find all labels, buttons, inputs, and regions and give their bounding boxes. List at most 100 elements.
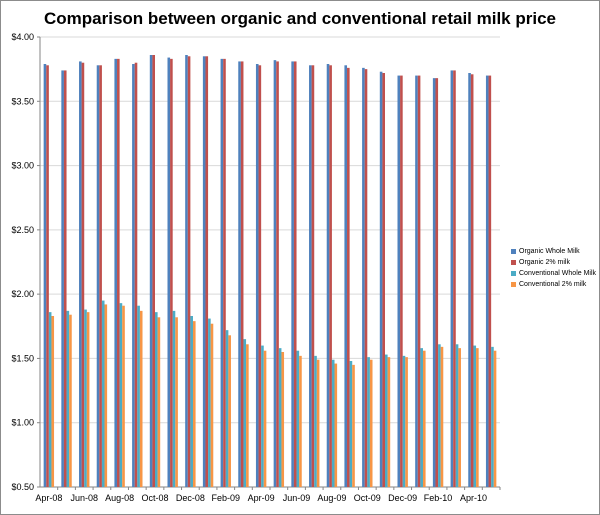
bar <box>476 348 479 487</box>
x-tick-label: Dec-08 <box>176 493 205 503</box>
y-tick-label: $1.50 <box>11 353 34 363</box>
bar <box>114 58 118 488</box>
bar <box>205 56 209 487</box>
bar <box>458 348 461 487</box>
bar <box>402 355 406 487</box>
bar <box>385 354 388 487</box>
bar <box>79 61 82 488</box>
bar <box>210 323 214 487</box>
bar <box>291 61 294 488</box>
x-tick-label: Feb-09 <box>212 493 241 503</box>
bar <box>139 310 143 487</box>
bar <box>314 355 317 487</box>
bar <box>84 309 87 487</box>
y-tick-label: $1.00 <box>11 418 34 428</box>
bar <box>450 70 454 488</box>
bar <box>470 74 474 487</box>
bar <box>172 310 176 487</box>
legend-label: Conventional 2% milk <box>519 281 587 288</box>
bar <box>311 65 315 487</box>
bar <box>316 359 320 487</box>
bar <box>187 56 191 487</box>
bar <box>473 345 477 487</box>
bar <box>349 361 353 487</box>
bar <box>299 355 302 487</box>
bar <box>309 65 312 487</box>
legend-item: Organic 2% milk <box>511 257 597 268</box>
bar <box>99 65 102 487</box>
bar <box>190 316 193 487</box>
x-tick-label: Jun-09 <box>283 493 311 503</box>
bar <box>468 73 471 487</box>
x-tick-label: Apr-10 <box>460 493 487 503</box>
bar <box>157 317 161 487</box>
bar <box>488 75 492 487</box>
bar <box>117 58 120 488</box>
bar <box>258 65 262 487</box>
bar <box>119 303 123 487</box>
bar <box>420 348 423 487</box>
bar <box>379 71 383 488</box>
bar <box>220 58 224 488</box>
bar <box>329 65 332 487</box>
x-tick-label: Dec-09 <box>388 493 417 503</box>
bar <box>96 65 100 487</box>
bar <box>491 346 494 487</box>
legend-label: Organic 2% milk <box>519 259 570 266</box>
bar <box>422 350 426 487</box>
bar <box>243 339 247 487</box>
chart-legend: Organic Whole Milk Organic 2% milk Convent… <box>511 246 597 290</box>
x-tick-label: Apr-09 <box>248 493 275 503</box>
bar <box>334 363 338 487</box>
x-tick-label: Aug-08 <box>105 493 134 503</box>
bar <box>185 55 188 487</box>
x-tick-label: Oct-08 <box>141 493 168 503</box>
bar <box>440 346 444 487</box>
bar <box>347 67 350 488</box>
bar <box>155 312 158 487</box>
bar <box>255 64 259 487</box>
bar <box>273 60 277 487</box>
bar <box>66 310 70 487</box>
bar <box>382 73 385 487</box>
y-tick-label: $4.00 <box>11 32 34 42</box>
bar <box>223 58 226 488</box>
bar <box>331 359 335 487</box>
bar <box>362 67 365 488</box>
bar <box>364 69 368 487</box>
bar <box>132 64 135 487</box>
bar <box>367 357 370 487</box>
bar <box>240 61 244 488</box>
bar <box>263 350 267 487</box>
bar <box>438 344 441 487</box>
bar <box>63 70 67 488</box>
bar <box>175 317 178 487</box>
bar <box>192 321 196 487</box>
bar <box>202 56 206 487</box>
bar <box>400 75 403 487</box>
bar <box>281 352 285 487</box>
legend-label: Organic Whole Milk <box>519 248 580 255</box>
bar <box>167 57 171 487</box>
legend-swatch <box>511 249 516 254</box>
bar <box>455 344 459 487</box>
bar <box>81 62 85 488</box>
legend-item: Organic Whole Milk <box>511 246 597 257</box>
bar <box>61 70 64 488</box>
bar <box>43 64 47 487</box>
bar <box>170 58 173 488</box>
bar <box>453 70 456 488</box>
bar <box>137 305 140 487</box>
bar <box>405 357 408 487</box>
y-tick-label: $0.50 <box>11 482 34 492</box>
x-tick-label: Feb-10 <box>424 493 453 503</box>
y-tick-label: $3.50 <box>11 96 34 106</box>
bar <box>104 304 108 487</box>
bar <box>344 65 348 487</box>
bar <box>485 75 489 487</box>
bar <box>493 350 497 487</box>
bar <box>352 364 355 487</box>
x-tick-label: Jun-08 <box>70 493 98 503</box>
bar <box>417 75 421 487</box>
